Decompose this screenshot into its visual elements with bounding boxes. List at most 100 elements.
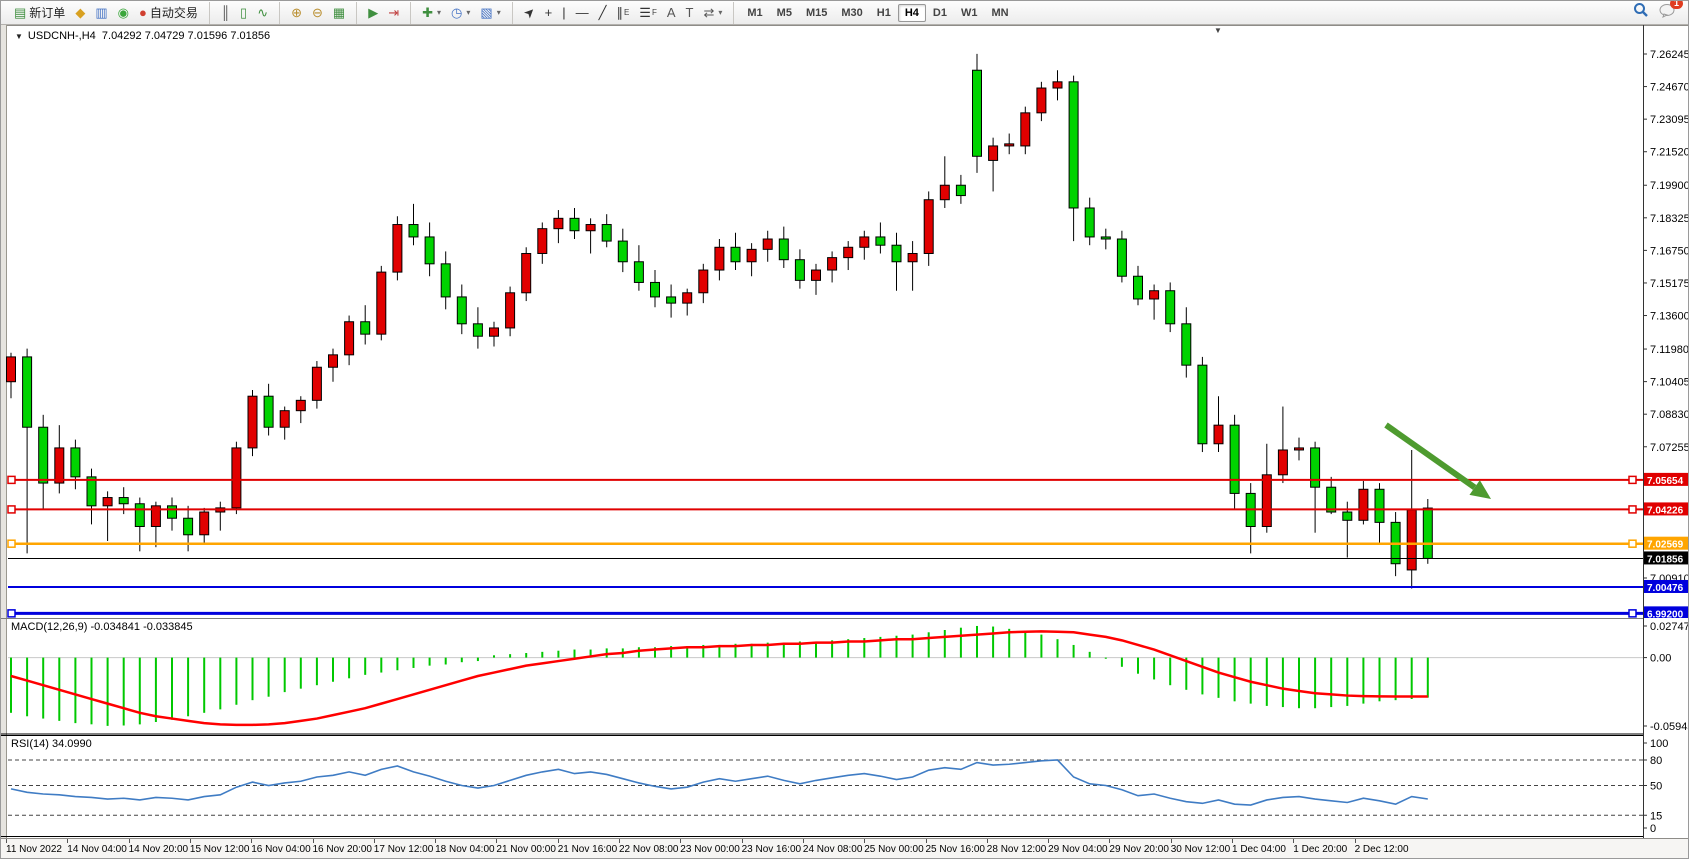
timeframe-h1-button[interactable]: H1 bbox=[876, 6, 891, 19]
price-chart-canvas[interactable]: 7.26245 7.24670 7.23095 7.21520 7.19900 7.183… bbox=[1, 25, 1689, 618]
macd-panel-canvas[interactable]: 0.027479 0.00 -0.059451 bbox=[1, 618, 1689, 735]
candle bbox=[939, 156, 950, 208]
signals-icon: ◉ bbox=[117, 5, 129, 20]
dropdown-arrow-icon[interactable]: ▾ bbox=[496, 8, 501, 17]
candle bbox=[1229, 414, 1240, 510]
auto-trading-button[interactable]: ● 自动交易 bbox=[134, 1, 203, 25]
rsi-panel-canvas[interactable]: 100 80 50 150 bbox=[1, 735, 1689, 838]
chart-profile-button[interactable]: ◆ bbox=[70, 1, 90, 25]
new-chart-button[interactable]: ✚ ▾ bbox=[417, 1, 446, 25]
time-label: 22 Nov 08:00 bbox=[619, 844, 679, 855]
hline-handle[interactable] bbox=[7, 505, 16, 514]
equidistant-channel-button[interactable]: ∥ E bbox=[611, 1, 634, 25]
hline-handle[interactable] bbox=[7, 539, 16, 548]
dropdown-arrow-icon[interactable]: ▾ bbox=[718, 8, 723, 17]
macd-indicator-label: MACD(12,26,9) -0.034841 -0.033845 bbox=[11, 621, 193, 633]
search-button[interactable] bbox=[1633, 2, 1649, 23]
chart-window-left-frame bbox=[1, 25, 7, 858]
dropdown-arrow-icon[interactable]: ▾ bbox=[466, 8, 471, 17]
new-order-button[interactable]: ▤ 新订单 bbox=[9, 1, 70, 25]
candle bbox=[472, 307, 483, 349]
market-watch-button[interactable]: ▥ bbox=[90, 1, 112, 25]
price-tag bbox=[1644, 606, 1688, 618]
candle bbox=[1020, 106, 1031, 155]
text-label-button[interactable]: T bbox=[681, 1, 699, 25]
periods-button[interactable]: ◷ ▾ bbox=[446, 1, 475, 25]
candle bbox=[22, 348, 33, 554]
candle bbox=[505, 286, 516, 337]
svg-text:7.23095: 7.23095 bbox=[1650, 114, 1689, 126]
arrows-button[interactable]: ⇄ ▾ bbox=[698, 1, 727, 25]
time-label: 24 Nov 08:00 bbox=[802, 844, 863, 855]
candle bbox=[86, 468, 97, 525]
vertical-line-icon: | bbox=[562, 5, 566, 20]
zoom-in-button[interactable]: ⊕ bbox=[286, 1, 307, 25]
text-button[interactable]: A bbox=[662, 1, 681, 25]
zoom-out-button[interactable]: ⊖ bbox=[307, 1, 328, 25]
candle bbox=[54, 425, 65, 494]
time-label: 1 Dec 20:00 bbox=[1293, 844, 1348, 855]
trend-arrow-annotation[interactable] bbox=[1384, 422, 1491, 499]
time-tick bbox=[312, 839, 314, 843]
dropdown-arrow-icon[interactable]: ▾ bbox=[437, 8, 442, 17]
chart-shift-marker-icon[interactable]: ▼ bbox=[1214, 26, 1222, 35]
candle bbox=[730, 232, 741, 271]
timeframe-m15-button[interactable]: M15 bbox=[805, 6, 828, 19]
candle bbox=[794, 249, 805, 289]
new-order-icon: ▤ bbox=[14, 5, 27, 20]
timeframe-w1-button[interactable]: W1 bbox=[960, 6, 978, 19]
chart-title: ▼ USDCNH-,H4 7.04292 7.04729 7.01596 7.01… bbox=[15, 30, 270, 42]
svg-text:7.26245: 7.26245 bbox=[1650, 49, 1689, 61]
timeframe-m30-button[interactable]: M30 bbox=[841, 6, 863, 19]
timeframe-h4-button[interactable]: H4 bbox=[897, 3, 926, 22]
fibonacci-button[interactable]: ☰ F bbox=[634, 1, 662, 25]
candle bbox=[714, 239, 725, 281]
crosshair-button[interactable]: + bbox=[540, 1, 558, 25]
line-chart-button[interactable]: ∿ bbox=[252, 1, 273, 25]
svg-text:7.15175: 7.15175 bbox=[1650, 278, 1689, 290]
time-tick bbox=[6, 839, 7, 843]
price-axis-line[interactable] bbox=[1643, 25, 1644, 838]
notifications-button[interactable]: 1 bbox=[1659, 1, 1683, 23]
time-tick bbox=[1293, 839, 1295, 843]
bar-chart-button[interactable]: ║ bbox=[216, 1, 235, 25]
trendline-button[interactable]: ╱ bbox=[594, 1, 612, 25]
horizontal-lines-layer[interactable]: 7.05654 7.04226 7.02569 7.01856 7.00476 6.992… bbox=[7, 472, 1689, 618]
time-axis[interactable]: 11 Nov 2022 14 Nov 04:00 14 Nov 20:00 15 No… bbox=[1, 838, 1688, 858]
timeframe-mn-button[interactable]: MN bbox=[991, 6, 1009, 19]
hline-handle[interactable] bbox=[7, 609, 16, 618]
cursor-button[interactable]: ➤ bbox=[519, 1, 540, 25]
tile-windows-button[interactable]: ▦ bbox=[328, 1, 350, 25]
chart-menu-icon[interactable]: ▼ bbox=[15, 32, 23, 41]
candle bbox=[279, 406, 290, 440]
hline-handle[interactable] bbox=[7, 475, 16, 485]
vertical-line-button[interactable]: | bbox=[557, 1, 570, 25]
signals-button[interactable]: ◉ bbox=[113, 1, 134, 25]
hline-handle[interactable] bbox=[1628, 475, 1637, 485]
line-chart-icon: ∿ bbox=[257, 5, 269, 20]
horizontal-line-button[interactable]: — bbox=[571, 1, 594, 25]
hline-handle[interactable] bbox=[1628, 505, 1637, 514]
time-tick bbox=[925, 839, 927, 843]
price-tag bbox=[1644, 551, 1688, 565]
candle bbox=[199, 507, 210, 544]
candle bbox=[456, 284, 467, 335]
price-tag bbox=[1644, 536, 1688, 550]
candle bbox=[263, 383, 274, 436]
templates-button[interactable]: ▧ ▾ bbox=[475, 1, 505, 25]
macd-signal-line bbox=[10, 630, 1428, 727]
chart-shift-button[interactable]: ⇥ bbox=[383, 1, 404, 25]
time-label: 30 Nov 12:00 bbox=[1170, 844, 1231, 855]
svg-text:15: 15 bbox=[1650, 810, 1662, 822]
timeframe-m1-button[interactable]: M1 bbox=[747, 6, 763, 19]
time-label: 28 Nov 12:00 bbox=[986, 844, 1047, 855]
hline-handle[interactable] bbox=[1628, 609, 1637, 618]
candlestick-chart-button[interactable]: ▯ bbox=[235, 1, 252, 25]
candle bbox=[328, 348, 338, 382]
timeframe-d1-button[interactable]: D1 bbox=[932, 6, 947, 19]
timeframe-m5-button[interactable]: M5 bbox=[776, 6, 792, 19]
search-icon bbox=[1634, 3, 1648, 17]
auto-scroll-button[interactable]: ▶ bbox=[363, 1, 383, 25]
hline-handle[interactable] bbox=[1628, 539, 1637, 548]
candle bbox=[762, 230, 773, 262]
